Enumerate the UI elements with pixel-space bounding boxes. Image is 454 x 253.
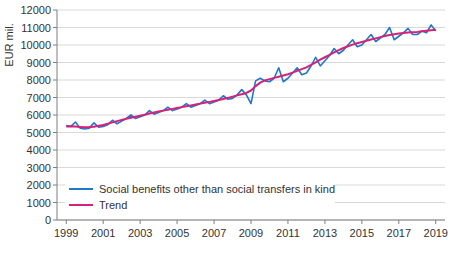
y-tick-label: 5000 [27, 127, 51, 139]
y-tick [53, 27, 57, 28]
y-tick-label: 12000 [20, 4, 51, 16]
grid-line [57, 80, 445, 81]
x-tick-label: 2003 [128, 227, 152, 239]
x-tick [103, 220, 104, 224]
x-tick [287, 220, 288, 224]
grid-line [57, 167, 445, 168]
grid-line [57, 27, 445, 28]
y-tick [53, 45, 57, 46]
y-tick [53, 150, 57, 151]
y-tick-label: 9000 [27, 57, 51, 69]
x-tick-label: 2011 [276, 227, 300, 239]
x-tick-label: 1999 [54, 227, 78, 239]
y-tick [53, 115, 57, 116]
x-tick [435, 220, 436, 224]
y-tick-label: 4000 [27, 144, 51, 156]
legend-swatch [69, 188, 93, 190]
grid-line [57, 10, 445, 11]
x-tick-label: 2017 [387, 227, 411, 239]
y-tick-label: 1000 [27, 197, 51, 209]
y-tick-label: 0 [45, 214, 51, 226]
y-tick-label: 11000 [21, 22, 51, 34]
x-tick [66, 220, 67, 224]
legend-swatch [69, 204, 93, 206]
y-tick [53, 10, 57, 11]
x-tick-label: 2015 [350, 227, 374, 239]
x-tick [140, 220, 141, 224]
legend-label: Trend [99, 199, 127, 211]
y-tick-label: 3000 [27, 162, 51, 174]
x-tick-label: 2013 [313, 227, 337, 239]
y-tick-label: 7000 [27, 92, 51, 104]
grid-line [57, 132, 445, 133]
grid-line [57, 97, 445, 98]
y-tick-label: 8000 [27, 74, 51, 86]
x-tick-label: 2019 [424, 227, 448, 239]
x-tick-label: 2009 [239, 227, 263, 239]
y-tick [53, 202, 57, 203]
grid-line [57, 150, 445, 151]
grid-line [57, 220, 445, 221]
grid-line [57, 62, 445, 63]
legend-label: Social benefits other than social transf… [99, 183, 335, 195]
y-tick [53, 220, 57, 221]
legend: Social benefits other than social transf… [65, 178, 335, 216]
y-tick [53, 80, 57, 81]
series-line [66, 25, 436, 129]
x-tick [398, 220, 399, 224]
y-tick-label: 6000 [27, 109, 51, 121]
grid-line [57, 115, 445, 116]
chart: 0 1000 2000 3000 4000 5000 6000 7000 8000 9000 100… [0, 0, 454, 253]
grid-line [57, 45, 445, 46]
x-tick-label: 2007 [202, 227, 226, 239]
y-tick-label: 2000 [27, 179, 51, 191]
y-tick [53, 97, 57, 98]
x-tick [214, 220, 215, 224]
y-tick [53, 185, 57, 186]
x-tick [361, 220, 362, 224]
y-tick-label: 10000 [20, 39, 51, 51]
y-axis [57, 10, 58, 220]
x-tick-label: 2001 [91, 227, 115, 239]
x-axis [57, 220, 445, 221]
series-line [66, 30, 436, 127]
x-tick-label: 2005 [165, 227, 189, 239]
legend-box [65, 178, 335, 216]
x-tick [177, 220, 178, 224]
y-tick [53, 132, 57, 133]
x-tick [251, 220, 252, 224]
y-tick [53, 167, 57, 168]
x-tick [324, 220, 325, 224]
plot-area [66, 25, 436, 129]
y-axis-title: EUR mil. [3, 23, 15, 66]
y-tick [53, 62, 57, 63]
